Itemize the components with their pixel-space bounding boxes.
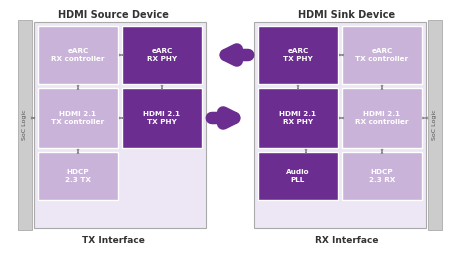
Bar	[18, 20, 32, 230]
Bar	[341, 26, 421, 84]
Text: Audio
PLL: Audio PLL	[285, 169, 309, 183]
Text: eARC
RX PHY: eARC RX PHY	[146, 48, 177, 62]
Text: HDMI Source Device: HDMI Source Device	[57, 10, 168, 20]
Text: TX Interface: TX Interface	[81, 236, 144, 245]
Text: eARC
TX controller: eARC TX controller	[355, 48, 408, 62]
Bar	[122, 26, 202, 84]
Bar	[38, 26, 118, 84]
Text: eARC
TX PHY: eARC TX PHY	[282, 48, 312, 62]
Bar	[34, 22, 206, 228]
Bar	[257, 88, 337, 148]
Bar	[341, 152, 421, 200]
Text: SoC Logic: SoC Logic	[22, 110, 28, 140]
Text: SoC Logic: SoC Logic	[431, 110, 437, 140]
Bar	[253, 22, 425, 228]
Text: HDMI 2.1
TX controller: HDMI 2.1 TX controller	[51, 111, 104, 125]
Text: HDCP
2.3 RX: HDCP 2.3 RX	[368, 169, 394, 183]
Bar	[257, 152, 337, 200]
Text: HDMI Sink Device: HDMI Sink Device	[298, 10, 395, 20]
Bar	[122, 88, 202, 148]
Bar	[341, 88, 421, 148]
Text: HDMI 2.1
RX PHY: HDMI 2.1 RX PHY	[279, 111, 316, 125]
Text: HDMI 2.1
TX PHY: HDMI 2.1 TX PHY	[143, 111, 180, 125]
Bar	[38, 88, 118, 148]
Bar	[427, 20, 441, 230]
Text: RX Interface: RX Interface	[314, 236, 378, 245]
Bar	[38, 152, 118, 200]
Bar	[257, 26, 337, 84]
Text: HDCP
2.3 TX: HDCP 2.3 TX	[65, 169, 91, 183]
Text: eARC
RX controller: eARC RX controller	[51, 48, 105, 62]
Text: HDMI 2.1
RX controller: HDMI 2.1 RX controller	[354, 111, 408, 125]
